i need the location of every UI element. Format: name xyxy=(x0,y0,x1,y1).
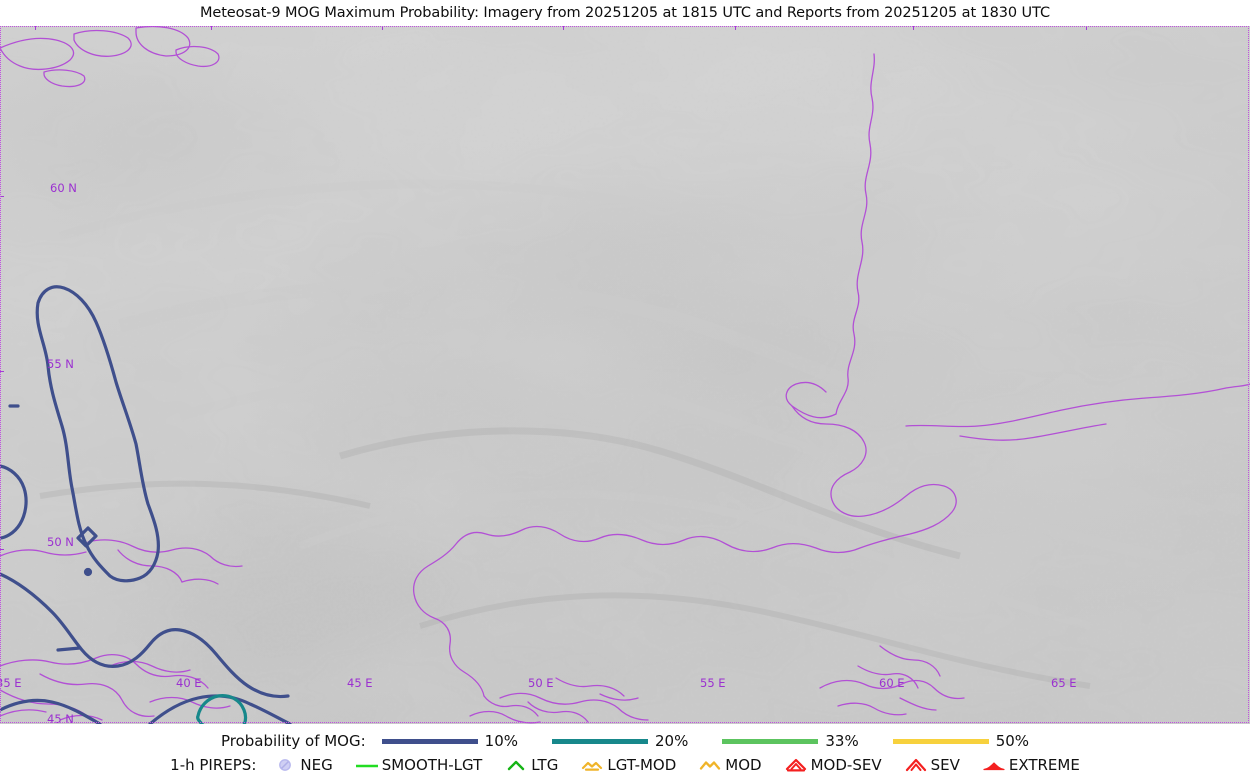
pirep-label-neg: NEG xyxy=(300,756,333,774)
legend-item-pirep-extreme[interactable]: EXTREME xyxy=(981,755,1080,775)
mod-sev-peak-bar-icon xyxy=(783,755,809,775)
legend-item-pirep-sev[interactable]: SEV xyxy=(903,755,960,775)
pirep-label-extreme: EXTREME xyxy=(1008,756,1080,774)
lon-line-65e xyxy=(1086,26,1087,724)
graticule-overlay: 60 N 55 N 50 N 45 N 35 E 40 E 45 E 50 E … xyxy=(0,26,1250,724)
pirep-label-mod: MOD xyxy=(725,756,762,774)
legend-item-pirep-mod[interactable]: MOD xyxy=(697,755,762,775)
pirep-label-lgt-mod: LGT-MOD xyxy=(607,756,677,774)
lon-line-55e xyxy=(735,26,736,724)
lat-label-50n: 50 N xyxy=(47,535,74,549)
lon-line-45e xyxy=(382,26,383,724)
lon-line-35e xyxy=(35,26,36,724)
contour-20pct xyxy=(196,694,248,724)
lon-line-60e xyxy=(913,26,914,724)
legend-item-prob-50[interactable]: 50% xyxy=(892,732,1030,750)
lat-label-60n: 60 N xyxy=(50,181,77,195)
page-title: Meteosat-9 MOG Maximum Probability: Imag… xyxy=(199,5,1050,21)
lon-line-40e xyxy=(211,26,212,724)
prob-swatch-33 xyxy=(722,738,819,744)
smooth-lgt-line-icon xyxy=(354,755,380,775)
lat-label-45n: 45 N xyxy=(47,712,74,724)
lon-label-45e: 45 E xyxy=(347,676,373,690)
lgt-mod-chevron-bar-icon xyxy=(579,755,605,775)
sev-peak-icon xyxy=(903,755,929,775)
legend-item-prob-20[interactable]: 20% xyxy=(552,732,688,750)
probability-legend-heading: Probability of MOG: xyxy=(220,732,366,750)
legend-item-pirep-smooth-lgt[interactable]: SMOOTH-LGT xyxy=(354,755,483,775)
legend-row-pireps: 1-h PIREPS: NEG SMOOTH-LGT xyxy=(0,753,1250,777)
lat-line-55n xyxy=(0,371,1250,372)
satellite-imagery xyxy=(0,26,1250,724)
prob-swatch-50 xyxy=(892,738,989,744)
legend-item-pirep-neg[interactable]: NEG xyxy=(272,755,333,775)
legend-item-pirep-ltg[interactable]: LTG xyxy=(503,755,558,775)
prob-swatch-20 xyxy=(552,738,649,744)
map-pirep-neg xyxy=(83,567,93,577)
pireps-legend-heading: 1-h PIREPS: xyxy=(170,756,257,774)
prob-label-33: 33% xyxy=(825,732,859,750)
prob-swatch-10 xyxy=(381,738,478,744)
pirep-label-smooth-lgt: SMOOTH-LGT xyxy=(381,756,483,774)
prob-label-20: 20% xyxy=(655,732,689,750)
lon-line-50e xyxy=(563,26,564,724)
lon-label-50e: 50 E xyxy=(528,676,554,690)
mod-chevron-icon xyxy=(697,755,723,775)
lat-line-60n xyxy=(0,196,1250,197)
neg-circle-slash-icon xyxy=(272,755,298,775)
pirep-label-sev: SEV xyxy=(930,756,960,774)
prob-label-50: 50% xyxy=(995,732,1030,750)
contour-10pct xyxy=(0,285,292,724)
legend-item-pirep-mod-sev[interactable]: MOD-SEV xyxy=(783,755,882,775)
lon-label-40e: 40 E xyxy=(176,676,202,690)
lon-label-60e: 60 E xyxy=(879,676,905,690)
legend-item-pirep-lgt-mod[interactable]: LGT-MOD xyxy=(579,755,676,775)
satellite-imagery-svg xyxy=(0,26,1250,724)
title-bar: Meteosat-9 MOG Maximum Probability: Imag… xyxy=(0,0,1250,26)
pirep-label-ltg: LTG xyxy=(531,756,559,774)
lat-label-55n: 55 N xyxy=(47,357,74,371)
satellite-map-panel[interactable]: 60 N 55 N 50 N 45 N 35 E 40 E 45 E 50 E … xyxy=(0,26,1250,724)
lat-line-50n xyxy=(0,549,1250,550)
legend-panel: Probability of MOG: 10% 20% 33% 50% 1-h … xyxy=(0,724,1250,782)
legend-item-prob-33[interactable]: 33% xyxy=(722,732,859,750)
lon-label-35e: 35 E xyxy=(0,676,22,690)
legend-row-probability: Probability of MOG: 10% 20% 33% 50% xyxy=(0,729,1250,753)
ltg-chevron-icon xyxy=(503,755,529,775)
prob-label-10: 10% xyxy=(484,732,519,750)
legend-item-prob-10[interactable]: 10% xyxy=(381,732,519,750)
pirep-label-mod-sev: MOD-SEV xyxy=(810,756,882,774)
lon-label-65e: 65 E xyxy=(1051,676,1077,690)
map-pirep-symbols xyxy=(83,567,93,577)
extreme-filled-peak-icon xyxy=(981,755,1007,775)
lon-label-55e: 55 E xyxy=(700,676,726,690)
